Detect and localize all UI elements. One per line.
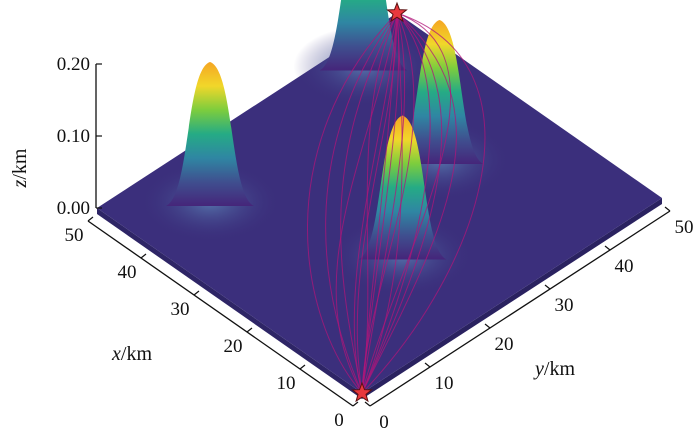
y-tick: [604, 245, 611, 251]
x-tick-label: 10: [277, 373, 296, 394]
y-tick-label: 0: [379, 412, 389, 432]
y-tick-label: 20: [495, 334, 514, 355]
x-tick: [87, 216, 94, 222]
trajectory-path: [361, 12, 443, 394]
peak-3: [166, 62, 254, 206]
x-tick-label: 50: [65, 225, 84, 246]
start-marker: [351, 381, 373, 403]
y-axis-line: [369, 210, 671, 407]
y-tick: [544, 284, 551, 290]
trajectory-path: [361, 12, 403, 394]
z-tick-label: 0.20: [57, 54, 90, 75]
trajectory-path: [361, 12, 406, 394]
surface-edge-front: [362, 198, 662, 399]
x-tick: [246, 327, 253, 333]
peak-1: [319, 0, 408, 71]
trajectory-path: [361, 12, 431, 394]
y-tick: [364, 401, 371, 407]
trajectory-path: [361, 12, 400, 394]
peak-4: [358, 115, 447, 260]
z-axis-label: z/km: [9, 148, 31, 188]
axes-layer: x/km y/km z/km 0 10 20 30 40 50 0 10 20 30 40 50 0.0…: [9, 54, 694, 432]
trajectory-path: [361, 12, 451, 394]
trajectory-path: [340, 12, 398, 394]
trajectory-path: [361, 12, 457, 394]
trajectory-path: [361, 12, 486, 394]
y-axis-label: y/km: [533, 358, 575, 380]
y-tick: [664, 206, 671, 212]
peak-2: [395, 20, 484, 164]
x-tick: [140, 253, 147, 259]
markers-layer: [351, 1, 408, 403]
y-tick-label: 30: [555, 295, 574, 316]
x-tick: [193, 290, 200, 296]
x-axis-label: x/km: [111, 343, 152, 365]
y-tick: [484, 323, 491, 329]
x-tick-label: 20: [224, 336, 243, 357]
z-tick-label: 0.00: [57, 198, 90, 219]
trajectory-path: [325, 12, 398, 394]
paths-layer: [307, 12, 486, 394]
y-tick: [424, 362, 431, 368]
y-tick-label: 50: [675, 217, 694, 238]
x-tick: [352, 401, 359, 407]
surface-edge-left: [97, 208, 362, 399]
trajectory-path: [307, 12, 398, 394]
y-tick-label: 40: [615, 256, 634, 277]
trajectory-path: [356, 12, 398, 394]
trajectory-path: [335, 12, 398, 394]
goal-marker: [386, 1, 408, 23]
x-tick-label: 40: [118, 262, 137, 283]
x-tick-label: 0: [334, 410, 344, 431]
y-tick-label: 10: [435, 373, 454, 394]
x-tick-label: 30: [171, 299, 190, 320]
x-tick: [299, 364, 306, 370]
z-tick-label: 0.10: [57, 126, 90, 147]
x-axis-line: [87, 220, 354, 407]
trajectory-path: [353, 12, 398, 394]
